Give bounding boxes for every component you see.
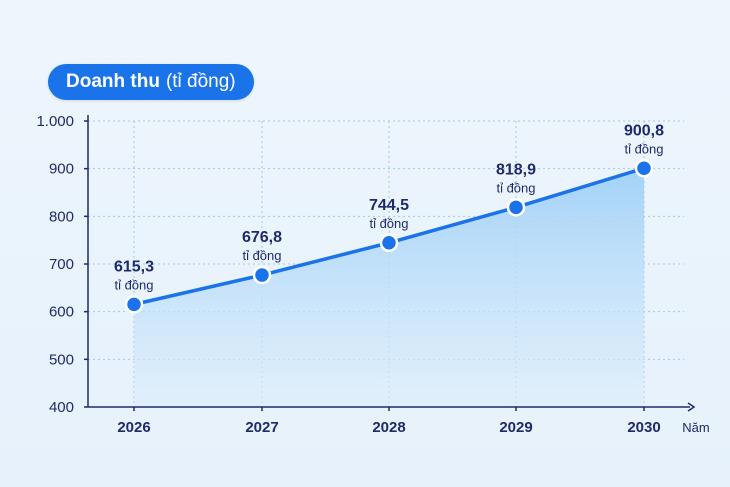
area-fill-path — [134, 168, 644, 407]
y-tick-label: 1.000 — [36, 113, 74, 130]
y-tick-label: 600 — [49, 304, 74, 321]
y-tick-label: 700 — [49, 256, 74, 273]
data-point-2029 — [506, 198, 526, 217]
x-tick-label: 2027 — [245, 419, 278, 436]
y-tick-label: 900 — [49, 161, 74, 178]
chart-title-main: Doanh thu — [66, 71, 160, 92]
x-tick-label: 2030 — [627, 419, 660, 436]
data-label-unit: tỉ đồng — [624, 141, 663, 156]
data-label-value: 900,8 — [624, 122, 664, 139]
area-fill — [134, 168, 644, 407]
chart-title: Doanh thu (tỉ đồng) — [48, 64, 254, 100]
chart-title-unit: (tỉ đồng) — [165, 71, 236, 92]
axes — [84, 115, 696, 412]
data-label-value: 676,8 — [242, 229, 282, 246]
data-label-value: 744,5 — [369, 197, 409, 214]
x-tick-label: 2029 — [499, 419, 532, 436]
data-label-value: 615,3 — [114, 258, 154, 275]
data-label-unit: tỉ đồng — [114, 277, 153, 292]
tick-labels: 400 500 600 700 800 900 1.000 2026 2027 2028 2029 2… — [36, 113, 709, 436]
data-label-unit: tỉ đồng — [369, 216, 408, 231]
data-point-2026 — [124, 295, 144, 314]
data-point-2028 — [379, 233, 399, 253]
data-point-2027 — [252, 265, 272, 285]
data-labels: 615,3 tỉ đồng 676,8 tỉ đồng 744,5 tỉ đồng 818,… — [114, 122, 664, 292]
markers — [124, 159, 654, 314]
data-point-2030 — [634, 159, 654, 178]
x-tick-label: 2026 — [117, 419, 150, 436]
y-tick-label: 500 — [49, 351, 74, 368]
x-axis-label: Năm — [682, 420, 709, 435]
x-tick-label: 2028 — [372, 419, 405, 436]
data-label-unit: tỉ đồng — [496, 180, 535, 195]
data-label-unit: tỉ đồng — [242, 248, 281, 263]
y-tick-label: 400 — [49, 399, 74, 416]
x-axis-arrow — [687, 402, 696, 412]
data-label-value: 818,9 — [496, 161, 536, 178]
y-tick-label: 800 — [49, 208, 74, 225]
